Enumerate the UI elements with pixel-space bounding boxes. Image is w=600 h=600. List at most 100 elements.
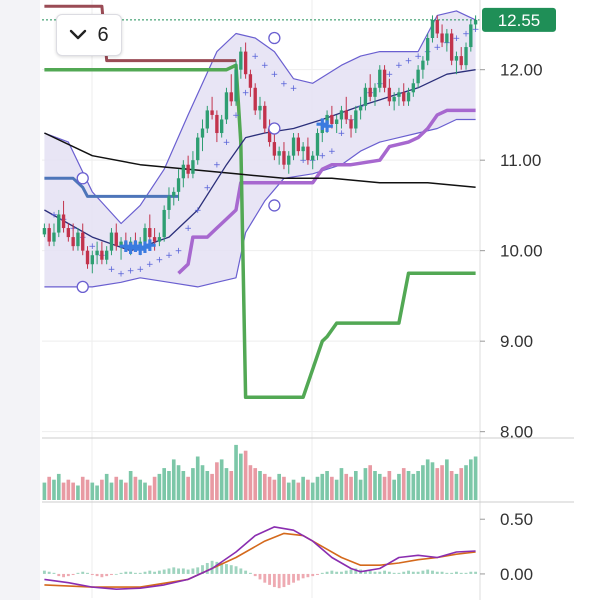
candle-body bbox=[109, 232, 114, 251]
candle-body bbox=[219, 119, 224, 134]
volume-bar bbox=[454, 473, 459, 500]
candle-body bbox=[392, 96, 396, 102]
macd-histogram-bar bbox=[277, 573, 281, 589]
macd-histogram-bar bbox=[177, 568, 180, 574]
psar-dot: + bbox=[414, 52, 422, 62]
candle-body bbox=[186, 164, 190, 174]
volume-bar bbox=[114, 476, 119, 500]
volume-bar bbox=[377, 473, 382, 500]
bollinger-band-fill bbox=[44, 10, 476, 287]
volume-bar bbox=[459, 468, 464, 500]
interval-value: 6 bbox=[97, 23, 109, 46]
macd-histogram-bar bbox=[81, 571, 85, 574]
candle-body bbox=[325, 114, 329, 124]
psar-dot: + bbox=[50, 210, 58, 220]
macd-histogram-bar bbox=[239, 568, 243, 574]
macd-histogram-bar bbox=[71, 573, 75, 576]
macd-histogram-bar bbox=[272, 573, 276, 588]
volume-bar bbox=[468, 459, 473, 500]
candle-body bbox=[411, 83, 415, 93]
psar-dot: + bbox=[472, 25, 480, 35]
volume-bar bbox=[181, 471, 186, 500]
candle-body bbox=[76, 232, 80, 247]
candle-body bbox=[243, 51, 248, 75]
psar-dot: + bbox=[232, 111, 240, 121]
candle-body bbox=[248, 74, 253, 88]
candle-body bbox=[382, 69, 387, 88]
psar-dot: + bbox=[89, 242, 97, 252]
macd-histogram-bar bbox=[287, 573, 291, 585]
candle-body bbox=[473, 19, 478, 25]
volume-bar bbox=[421, 465, 425, 500]
candle-body bbox=[449, 33, 454, 61]
candle-body bbox=[152, 237, 157, 242]
candle-body bbox=[172, 191, 176, 197]
macd-histogram-bar bbox=[220, 562, 224, 574]
volume-bar bbox=[76, 485, 80, 500]
volume-bar bbox=[286, 482, 291, 500]
volume-bar bbox=[176, 465, 181, 500]
psar-dot: + bbox=[453, 34, 461, 44]
volume-bar bbox=[100, 479, 104, 500]
psar-dot: + bbox=[386, 70, 394, 80]
volume-bar bbox=[85, 479, 90, 500]
macd-histogram-bar bbox=[157, 570, 161, 574]
volume-bar bbox=[401, 468, 406, 500]
volume-bar bbox=[334, 479, 339, 500]
cross-marker: ✚ bbox=[138, 238, 151, 257]
candle-body bbox=[402, 92, 406, 102]
volume-bar bbox=[277, 473, 281, 500]
psar-dot: + bbox=[462, 29, 470, 39]
macd-histogram-bar bbox=[167, 568, 171, 574]
macd-histogram-bar bbox=[119, 572, 123, 574]
volume-bar bbox=[157, 473, 162, 500]
candle-body bbox=[57, 214, 61, 233]
candle-body bbox=[133, 241, 138, 247]
macd-histogram-bar bbox=[114, 573, 118, 575]
candle-body bbox=[287, 155, 291, 165]
candle-body bbox=[81, 232, 85, 251]
volume-bar bbox=[124, 482, 128, 500]
macd-histogram-bar bbox=[459, 572, 463, 574]
psar-dot: + bbox=[242, 88, 250, 98]
psar-dot: + bbox=[165, 251, 173, 261]
long-moving-average-line bbox=[44, 132, 476, 189]
volume-bar bbox=[310, 482, 315, 500]
psar-dot: + bbox=[213, 161, 221, 171]
candle-body bbox=[138, 241, 142, 247]
macd-histogram-bar bbox=[431, 570, 434, 574]
volume-bar bbox=[210, 473, 214, 500]
candle-body bbox=[267, 128, 272, 143]
candle-body bbox=[105, 250, 109, 260]
macd-histogram-bar bbox=[411, 571, 415, 574]
macd-histogram-bar bbox=[440, 571, 444, 574]
volume-bar bbox=[143, 482, 147, 500]
macd-histogram-bar bbox=[450, 572, 454, 574]
interval-selector-button[interactable]: 6 bbox=[56, 14, 122, 56]
macd-histogram-bar bbox=[215, 561, 219, 574]
macd-histogram-bar bbox=[100, 573, 104, 578]
psar-dot: + bbox=[280, 79, 288, 89]
psar-dot: + bbox=[261, 61, 269, 71]
candle-body bbox=[210, 110, 214, 115]
last-price-badge bbox=[482, 7, 556, 32]
candle-body bbox=[306, 146, 310, 161]
volume-bar bbox=[392, 479, 396, 500]
cross-marker: ✚ bbox=[119, 237, 132, 256]
left-rail bbox=[0, 0, 40, 600]
macd-histogram-bar bbox=[210, 560, 214, 574]
volume-bar bbox=[440, 465, 444, 500]
macd-histogram-bar bbox=[311, 573, 315, 577]
macd-histogram-bar bbox=[196, 567, 200, 574]
macd-histogram-bar bbox=[95, 573, 99, 577]
volume-bar bbox=[397, 473, 401, 500]
candle-body bbox=[239, 51, 243, 70]
candle-body bbox=[445, 33, 449, 43]
volume-bar bbox=[267, 476, 272, 500]
candle-body bbox=[66, 228, 71, 238]
candle-body bbox=[344, 110, 348, 120]
purple-step-line bbox=[177, 108, 476, 275]
volume-bar bbox=[138, 479, 143, 500]
candle-body bbox=[234, 69, 238, 102]
